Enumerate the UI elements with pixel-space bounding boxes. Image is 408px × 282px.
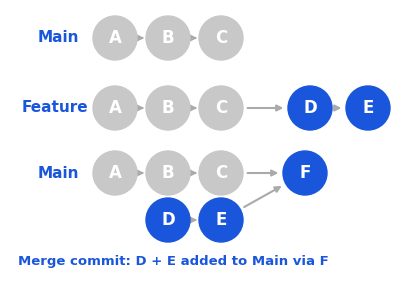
Text: A: A	[109, 164, 122, 182]
Text: B: B	[162, 29, 174, 47]
Text: A: A	[109, 99, 122, 117]
Circle shape	[199, 16, 243, 60]
Circle shape	[199, 86, 243, 130]
Text: D: D	[161, 211, 175, 229]
Circle shape	[93, 86, 137, 130]
Circle shape	[199, 198, 243, 242]
Text: B: B	[162, 164, 174, 182]
Text: C: C	[215, 29, 227, 47]
Text: C: C	[215, 99, 227, 117]
Text: F: F	[299, 164, 310, 182]
Circle shape	[283, 151, 327, 195]
Text: E: E	[362, 99, 374, 117]
Circle shape	[93, 151, 137, 195]
Circle shape	[146, 86, 190, 130]
Circle shape	[346, 86, 390, 130]
Text: D: D	[303, 99, 317, 117]
Text: Feature: Feature	[22, 100, 89, 116]
Text: Main: Main	[38, 166, 80, 180]
Circle shape	[146, 198, 190, 242]
Text: Main: Main	[38, 30, 80, 45]
Circle shape	[146, 151, 190, 195]
Text: Merge commit: D + E added to Main via F: Merge commit: D + E added to Main via F	[18, 255, 329, 268]
Text: A: A	[109, 29, 122, 47]
Circle shape	[288, 86, 332, 130]
Text: E: E	[215, 211, 227, 229]
Circle shape	[199, 151, 243, 195]
Text: B: B	[162, 99, 174, 117]
Text: C: C	[215, 164, 227, 182]
Circle shape	[93, 16, 137, 60]
Circle shape	[146, 16, 190, 60]
